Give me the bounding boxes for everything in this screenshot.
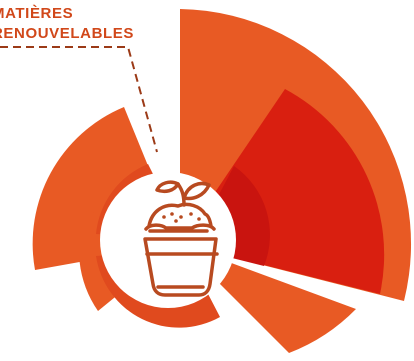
bucket-with-sprouting-plant-icon — [143, 180, 219, 297]
renewable-materials-label-line1: MATIÈRES — [0, 5, 74, 22]
renewable-materials-label: MATIÈRES RENOUVELABLES — [0, 4, 134, 44]
label-leader-line — [0, 46, 158, 153]
renewable-materials-label-line2: RENOUVELABLES — [0, 25, 134, 42]
inner-ring-right — [214, 166, 270, 266]
